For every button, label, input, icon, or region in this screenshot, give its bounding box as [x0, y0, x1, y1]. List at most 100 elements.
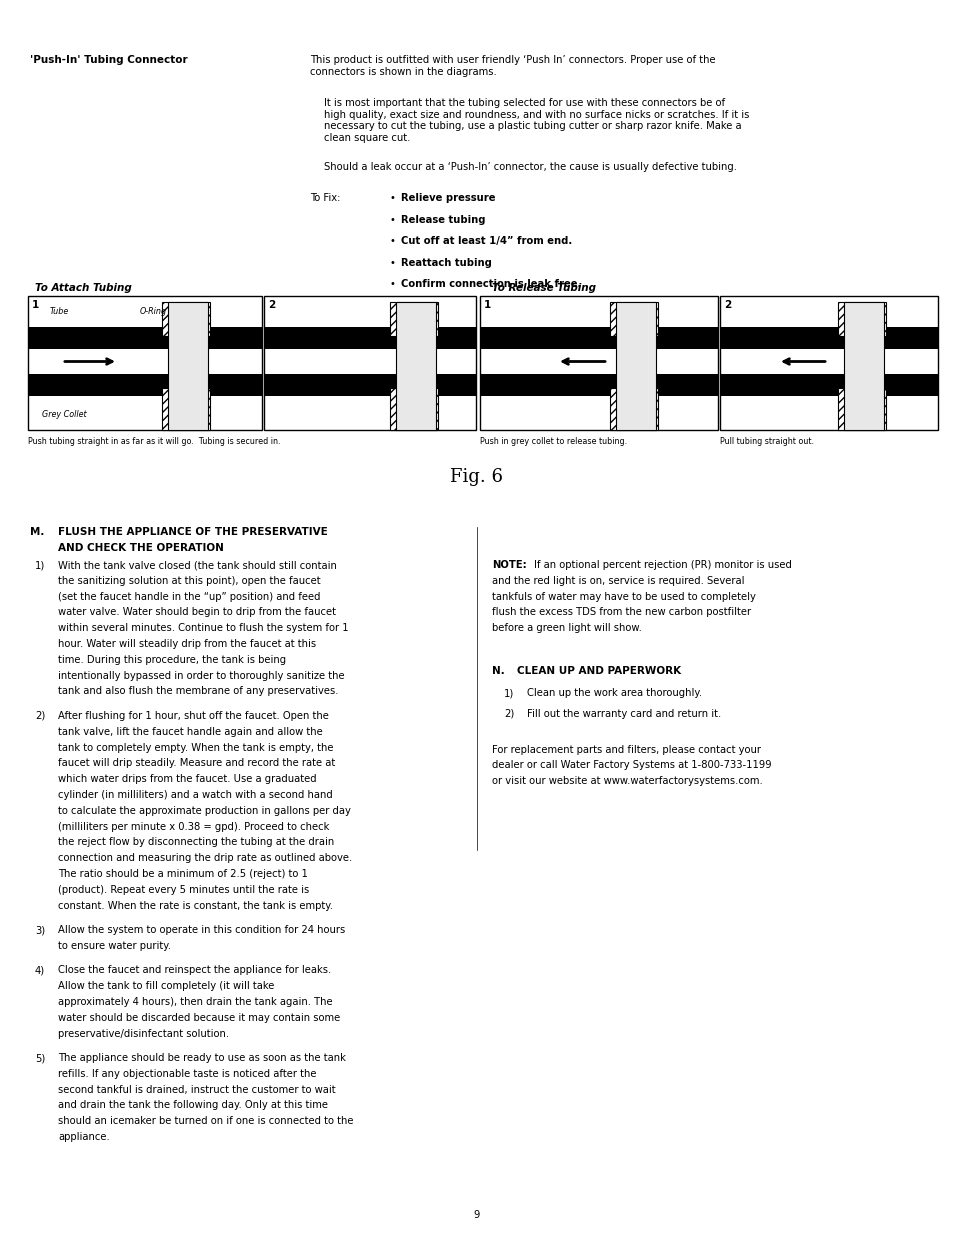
Text: 2): 2) [35, 711, 45, 721]
Text: refills. If any objectionable taste is noticed after the: refills. If any objectionable taste is n… [58, 1068, 316, 1079]
Text: CLEAN UP AND PAPERWORK: CLEAN UP AND PAPERWORK [517, 666, 680, 677]
Text: approximately 4 hours), then drain the tank again. The: approximately 4 hours), then drain the t… [58, 997, 333, 1007]
Text: tank and also flush the membrane of any preservatives.: tank and also flush the membrane of any … [58, 687, 338, 697]
Bar [720, 296, 937, 430]
Text: to ensure water purity.: to ensure water purity. [58, 941, 171, 951]
Text: •: • [389, 258, 395, 268]
Bar [264, 327, 476, 350]
Text: preservative/disinfectant solution.: preservative/disinfectant solution. [58, 1029, 229, 1039]
Text: 2): 2) [503, 709, 514, 719]
Text: •: • [389, 193, 395, 203]
Text: N.: N. [492, 666, 504, 677]
Text: 5): 5) [35, 1053, 45, 1063]
Text: To Fix:: To Fix: [310, 193, 340, 203]
Text: Allow the tank to fill completely (it will take: Allow the tank to fill completely (it wi… [58, 981, 274, 992]
Bar [609, 303, 658, 336]
Text: Confirm connection is leak free.: Confirm connection is leak free. [400, 279, 580, 289]
Text: 1): 1) [503, 688, 514, 698]
Text: Grey Collet: Grey Collet [42, 410, 87, 419]
Text: cylinder (in milliliters) and a watch with a second hand: cylinder (in milliliters) and a watch wi… [58, 790, 333, 800]
Text: 'Push-In' Tubing Connector: 'Push-In' Tubing Connector [30, 56, 188, 65]
Text: M.: M. [30, 527, 45, 537]
Text: For replacement parts and filters, please contact your: For replacement parts and filters, pleas… [492, 745, 760, 755]
Text: the reject flow by disconnecting the tubing at the drain: the reject flow by disconnecting the tub… [58, 837, 334, 847]
Text: 1: 1 [483, 300, 491, 310]
Text: or visit our website at www.waterfactorysystems.com.: or visit our website at www.waterfactory… [492, 776, 762, 787]
Bar [479, 374, 718, 396]
Bar [479, 296, 718, 430]
Text: and the red light is on, service is required. Several: and the red light is on, service is requ… [492, 576, 743, 585]
Text: O-Ring: O-Ring [140, 308, 167, 316]
Text: With the tank valve closed (the tank should still contain: With the tank valve closed (the tank sho… [58, 559, 336, 571]
Text: •: • [389, 236, 395, 246]
Text: before a green light will show.: before a green light will show. [492, 624, 641, 634]
Bar [609, 388, 658, 430]
Text: This product is outfitted with user friendly ‘Push In’ connectors. Proper use of: This product is outfitted with user frie… [310, 56, 715, 77]
Text: (product). Repeat every 5 minutes until the rate is: (product). Repeat every 5 minutes until … [58, 884, 309, 895]
Text: Clean up the work area thoroughly.: Clean up the work area thoroughly. [526, 688, 701, 698]
Text: which water drips from the faucet. Use a graduated: which water drips from the faucet. Use a… [58, 774, 316, 784]
Text: 4): 4) [35, 966, 45, 976]
Text: FLUSH THE APPLIANCE OF THE PRESERVATIVE: FLUSH THE APPLIANCE OF THE PRESERVATIVE [58, 527, 328, 537]
Text: AND CHECK THE OPERATION: AND CHECK THE OPERATION [58, 543, 224, 553]
Text: If an optional percent rejection (PR) monitor is used: If an optional percent rejection (PR) mo… [534, 559, 791, 571]
Bar [479, 327, 718, 350]
Text: tankfuls of water may have to be used to completely: tankfuls of water may have to be used to… [492, 592, 755, 601]
Text: 9: 9 [474, 1210, 479, 1220]
Text: •: • [389, 215, 395, 225]
Text: tank valve, lift the faucet handle again and allow the: tank valve, lift the faucet handle again… [58, 726, 322, 737]
Text: Should a leak occur at a ‘Push-In’ connector, the cause is usually defective tub: Should a leak occur at a ‘Push-In’ conne… [324, 162, 737, 172]
Bar [168, 303, 208, 430]
Bar [616, 303, 656, 430]
Text: second tankful is drained, instruct the customer to wait: second tankful is drained, instruct the … [58, 1084, 335, 1094]
Text: Allow the system to operate in this condition for 24 hours: Allow the system to operate in this cond… [58, 925, 345, 935]
Text: Push tubing straight in as far as it will go.  Tubing is secured in.: Push tubing straight in as far as it wil… [28, 437, 280, 446]
Text: tank to completely empty. When the tank is empty, the: tank to completely empty. When the tank … [58, 742, 334, 752]
Bar [837, 303, 885, 336]
Bar [28, 296, 262, 430]
Text: Pull tubing straight out.: Pull tubing straight out. [720, 437, 813, 446]
Text: Release tubing: Release tubing [400, 215, 485, 225]
Text: within several minutes. Continue to flush the system for 1: within several minutes. Continue to flus… [58, 624, 348, 634]
Text: The ratio should be a minimum of 2.5 (reject) to 1: The ratio should be a minimum of 2.5 (re… [58, 869, 308, 879]
Text: time. During this procedure, the tank is being: time. During this procedure, the tank is… [58, 655, 286, 664]
Text: Reattach tubing: Reattach tubing [400, 258, 491, 268]
Text: Fig. 6: Fig. 6 [450, 468, 503, 487]
Text: Fill out the warranty card and return it.: Fill out the warranty card and return it… [526, 709, 720, 719]
Text: intentionally bypassed in order to thoroughly sanitize the: intentionally bypassed in order to thoro… [58, 671, 344, 680]
Text: should an icemaker be turned on if one is connected to the: should an icemaker be turned on if one i… [58, 1116, 354, 1126]
Bar [28, 374, 262, 396]
Bar [264, 374, 476, 396]
Text: NOTE:: NOTE: [492, 559, 526, 571]
Text: Close the faucet and reinspect the appliance for leaks.: Close the faucet and reinspect the appli… [58, 966, 331, 976]
Bar [720, 374, 937, 396]
Text: To Release Tubing: To Release Tubing [492, 283, 596, 293]
Text: After flushing for 1 hour, shut off the faucet. Open the: After flushing for 1 hour, shut off the … [58, 711, 329, 721]
Text: (set the faucet handle in the “up” position) and feed: (set the faucet handle in the “up” posit… [58, 592, 320, 601]
Text: to calculate the approximate production in gallons per day: to calculate the approximate production … [58, 805, 351, 816]
Bar [843, 303, 883, 430]
Text: 1: 1 [31, 300, 39, 310]
Text: water valve. Water should begin to drip from the faucet: water valve. Water should begin to drip … [58, 608, 335, 618]
Text: hour. Water will steadily drip from the faucet at this: hour. Water will steadily drip from the … [58, 638, 315, 650]
Text: Cut off at least 1/4” from end.: Cut off at least 1/4” from end. [400, 236, 571, 246]
Bar [837, 388, 885, 430]
Bar [395, 303, 436, 430]
Text: constant. When the rate is constant, the tank is empty.: constant. When the rate is constant, the… [58, 900, 333, 910]
Text: Push in grey collet to release tubing.: Push in grey collet to release tubing. [479, 437, 626, 446]
Text: 2: 2 [268, 300, 274, 310]
Text: flush the excess TDS from the new carbon postfilter: flush the excess TDS from the new carbon… [492, 608, 750, 618]
Text: The appliance should be ready to use as soon as the tank: The appliance should be ready to use as … [58, 1053, 346, 1063]
Text: Relieve pressure: Relieve pressure [400, 193, 495, 203]
Text: To Attach Tubing: To Attach Tubing [35, 283, 132, 293]
Text: water should be discarded because it may contain some: water should be discarded because it may… [58, 1013, 340, 1023]
Bar [162, 303, 210, 336]
Bar [390, 388, 437, 430]
Bar [264, 296, 476, 430]
Text: connection and measuring the drip rate as outlined above.: connection and measuring the drip rate a… [58, 853, 352, 863]
Text: 3): 3) [35, 925, 45, 935]
Bar [162, 388, 210, 430]
Text: dealer or call Water Factory Systems at 1-800-733-1199: dealer or call Water Factory Systems at … [492, 761, 771, 771]
Text: and drain the tank the following day. Only at this time: and drain the tank the following day. On… [58, 1100, 328, 1110]
Text: (milliliters per minute x 0.38 = gpd). Proceed to check: (milliliters per minute x 0.38 = gpd). P… [58, 821, 329, 831]
